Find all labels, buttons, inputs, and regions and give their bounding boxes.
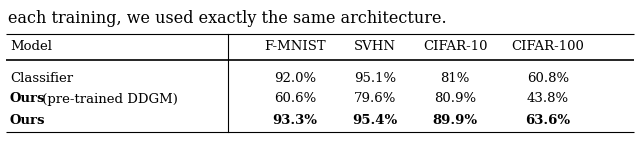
Text: CIFAR-100: CIFAR-100 bbox=[511, 40, 584, 53]
Text: 63.6%: 63.6% bbox=[525, 114, 571, 127]
Text: 79.6%: 79.6% bbox=[354, 93, 396, 105]
Text: SVHN: SVHN bbox=[354, 40, 396, 53]
Text: Classifier: Classifier bbox=[10, 71, 73, 85]
Text: Ours: Ours bbox=[10, 93, 45, 105]
Text: 60.8%: 60.8% bbox=[527, 71, 569, 85]
Text: F-MNIST: F-MNIST bbox=[264, 40, 326, 53]
Text: (pre-trained DDGM): (pre-trained DDGM) bbox=[38, 93, 178, 105]
Text: 80.9%: 80.9% bbox=[434, 93, 476, 105]
Text: 60.6%: 60.6% bbox=[274, 93, 316, 105]
Text: each training, we used exactly the same architecture.: each training, we used exactly the same … bbox=[8, 10, 447, 27]
Text: 95.4%: 95.4% bbox=[353, 114, 397, 127]
Text: CIFAR-10: CIFAR-10 bbox=[423, 40, 487, 53]
Text: 89.9%: 89.9% bbox=[433, 114, 477, 127]
Text: Model: Model bbox=[10, 40, 52, 53]
Text: 92.0%: 92.0% bbox=[274, 71, 316, 85]
Text: 81%: 81% bbox=[440, 71, 470, 85]
Text: 43.8%: 43.8% bbox=[527, 93, 569, 105]
Text: 93.3%: 93.3% bbox=[273, 114, 317, 127]
Text: 95.1%: 95.1% bbox=[354, 71, 396, 85]
Text: Ours: Ours bbox=[10, 114, 45, 127]
